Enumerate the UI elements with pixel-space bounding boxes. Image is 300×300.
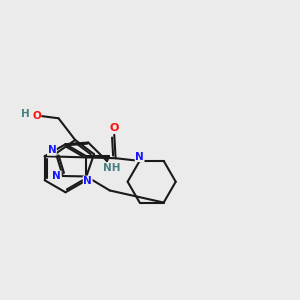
Text: O: O (110, 122, 119, 133)
Text: N: N (83, 176, 92, 186)
Text: O: O (32, 111, 41, 121)
Text: N: N (52, 171, 61, 181)
Text: N: N (135, 152, 144, 162)
Text: H: H (21, 109, 29, 119)
Text: NH: NH (103, 164, 121, 173)
Text: N: N (47, 145, 56, 155)
